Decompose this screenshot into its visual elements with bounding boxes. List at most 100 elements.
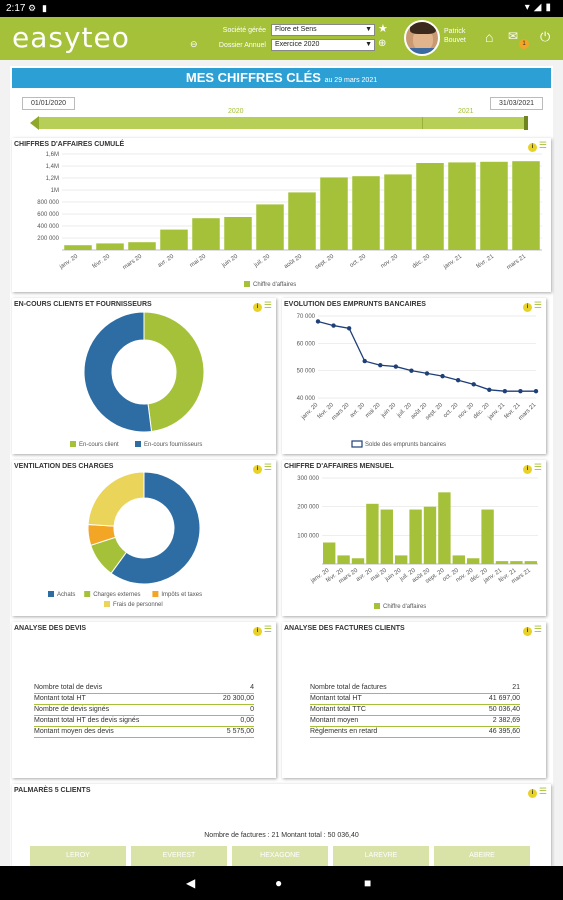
info-icon[interactable]: i	[252, 465, 262, 474]
x-tick-label: mai 20	[189, 253, 208, 269]
info-icon[interactable]: i	[252, 627, 262, 636]
info-icon[interactable]: i	[522, 627, 532, 636]
table-row: Montant moyen des devis 5 575,00	[34, 726, 254, 738]
card-title: VENTILATION DES CHARGES	[14, 463, 114, 470]
row-label: Montant total TTC	[310, 704, 460, 716]
row-value: 0,00	[203, 715, 254, 727]
power-icon[interactable]: ⏻	[540, 29, 551, 44]
arrow-left-icon[interactable]: ⊖	[190, 39, 198, 49]
chart-bar	[288, 192, 316, 250]
y-tick-label: 1,4M	[46, 164, 59, 170]
y-tick-label: 800 000	[37, 200, 59, 206]
y-tick-label: 50 000	[297, 369, 316, 375]
app-header: easyteo Société gérée Flore et Sens ▼ ★ …	[0, 17, 563, 60]
info-icon[interactable]: i	[527, 789, 537, 798]
legend-label: Chiffre d'affaires	[253, 282, 296, 288]
slider-start-handle[interactable]	[30, 116, 39, 130]
page-title-text: MES CHIFFRES CLÉS	[185, 70, 321, 85]
card-title: EVOLUTION DES EMPRUNTS BANCAIRES	[284, 301, 426, 308]
avatar[interactable]	[404, 20, 440, 56]
avatar-hair	[410, 22, 436, 34]
card-ca-mensuel: CHIFFRE D'AFFAIRES MENSUEL i ☰ 100 000 200…	[282, 460, 546, 616]
card-actions: i ☰	[252, 462, 272, 474]
info-icon[interactable]: i	[252, 303, 262, 312]
chart-bar	[480, 161, 508, 250]
chart-bar	[160, 229, 188, 250]
folder-select[interactable]: Exercice 2020 ▼	[271, 39, 375, 51]
home-nav-icon[interactable]: ●	[275, 876, 283, 890]
x-tick-label: nov. 20	[380, 253, 400, 269]
card-actions: i ☰	[527, 786, 547, 798]
card-charges: VENTILATION DES CHARGES i ☰ Achats Charges…	[12, 460, 276, 616]
y-tick-label: 200 000	[297, 505, 319, 511]
chart-bar	[323, 542, 336, 564]
client-tab[interactable]: EVEREST	[131, 846, 227, 866]
client-tab[interactable]: LAREVRE	[333, 846, 429, 866]
chart-bar	[224, 217, 252, 250]
menu-icon[interactable]: ☰	[533, 624, 542, 634]
card-actions: i ☰	[252, 300, 272, 312]
menu-icon[interactable]: ☰	[533, 300, 542, 310]
client-tab[interactable]: ABEIRE	[434, 846, 530, 866]
avatar-shirt	[406, 48, 438, 54]
home-icon[interactable]: ⌂	[485, 29, 494, 45]
date-start-field[interactable]: 01/01/2020	[22, 97, 75, 110]
y-tick-label: 300 000	[297, 476, 319, 482]
folder-label: Dossier Annuel	[218, 42, 266, 49]
page-title-date: au 29 mars 2021	[324, 77, 378, 84]
y-tick-label: 1M	[51, 188, 59, 194]
slider-year-divider	[422, 117, 423, 129]
card-devis: ANALYSE DES DEVIS i ☰ Nombre total de dev…	[12, 622, 276, 778]
chart-bar	[352, 176, 380, 250]
data-point	[471, 382, 476, 387]
status-time: 2:17	[6, 3, 26, 14]
legend-label: En-cours client	[79, 442, 119, 448]
client-tab[interactable]: HEXAGONE	[232, 846, 328, 866]
info-icon[interactable]: i	[522, 465, 532, 474]
company-label: Société gérée	[222, 27, 266, 34]
table-row: Nombre total de factures 21	[310, 682, 520, 694]
card-actions: i ☰	[522, 624, 542, 636]
menu-icon[interactable]: ☰	[263, 300, 272, 310]
star-icon[interactable]: ★	[378, 23, 388, 35]
devis-table: Nombre total de devis 4 Montant total HT 20…	[34, 682, 254, 738]
app-logo[interactable]: easyteo	[12, 21, 130, 54]
table-row: Montant total HT des devis signés 0,00	[34, 715, 254, 727]
series-line	[317, 320, 536, 392]
legend-label: Chiffre d'affaires	[383, 604, 426, 610]
back-icon[interactable]: ◀	[186, 876, 196, 890]
menu-icon[interactable]: ☰	[533, 462, 542, 472]
row-label: Montant moyen	[310, 715, 460, 727]
chart-bar	[495, 561, 509, 564]
recents-icon[interactable]: ■	[364, 876, 372, 890]
menu-icon[interactable]: ☰	[263, 462, 272, 472]
chart-bar	[351, 558, 365, 564]
card-title: ANALYSE DES FACTURES CLIENTS	[284, 625, 405, 632]
slider-end-handle[interactable]	[524, 116, 528, 130]
date-range-slider[interactable]	[30, 116, 528, 130]
chart-encours: En-cours client En-cours fournisseurs	[70, 311, 205, 448]
info-icon[interactable]: i	[527, 143, 537, 152]
table-row: Règlements en retard 46 395,60	[310, 726, 520, 738]
data-point	[455, 378, 461, 383]
mail-icon[interactable]: ✉	[508, 29, 519, 43]
x-tick-label: avr. 20	[157, 253, 176, 269]
menu-icon[interactable]: ☰	[538, 140, 547, 150]
legend-label: Solde des emprunts bancaires	[365, 442, 446, 448]
menu-icon[interactable]: ☰	[538, 786, 547, 796]
legend-swatch	[152, 591, 159, 597]
data-point	[315, 319, 321, 324]
client-tab[interactable]: LEROY	[30, 846, 126, 866]
row-value: 2 382,69	[459, 715, 520, 727]
pie-slice	[87, 471, 145, 527]
x-tick-label: juin 20	[220, 253, 239, 269]
company-select[interactable]: Flore et Sens ▼	[271, 24, 375, 36]
chart-bar	[380, 509, 393, 564]
menu-icon[interactable]: ☰	[263, 624, 272, 634]
date-end-field[interactable]: 31/03/2021	[490, 97, 543, 110]
chart-bar	[320, 177, 348, 250]
arrow-right-icon[interactable]: ⊕	[378, 38, 387, 49]
info-icon[interactable]: i	[522, 303, 532, 312]
legend-swatch	[70, 441, 76, 447]
y-tick-label: 200 000	[37, 236, 59, 242]
